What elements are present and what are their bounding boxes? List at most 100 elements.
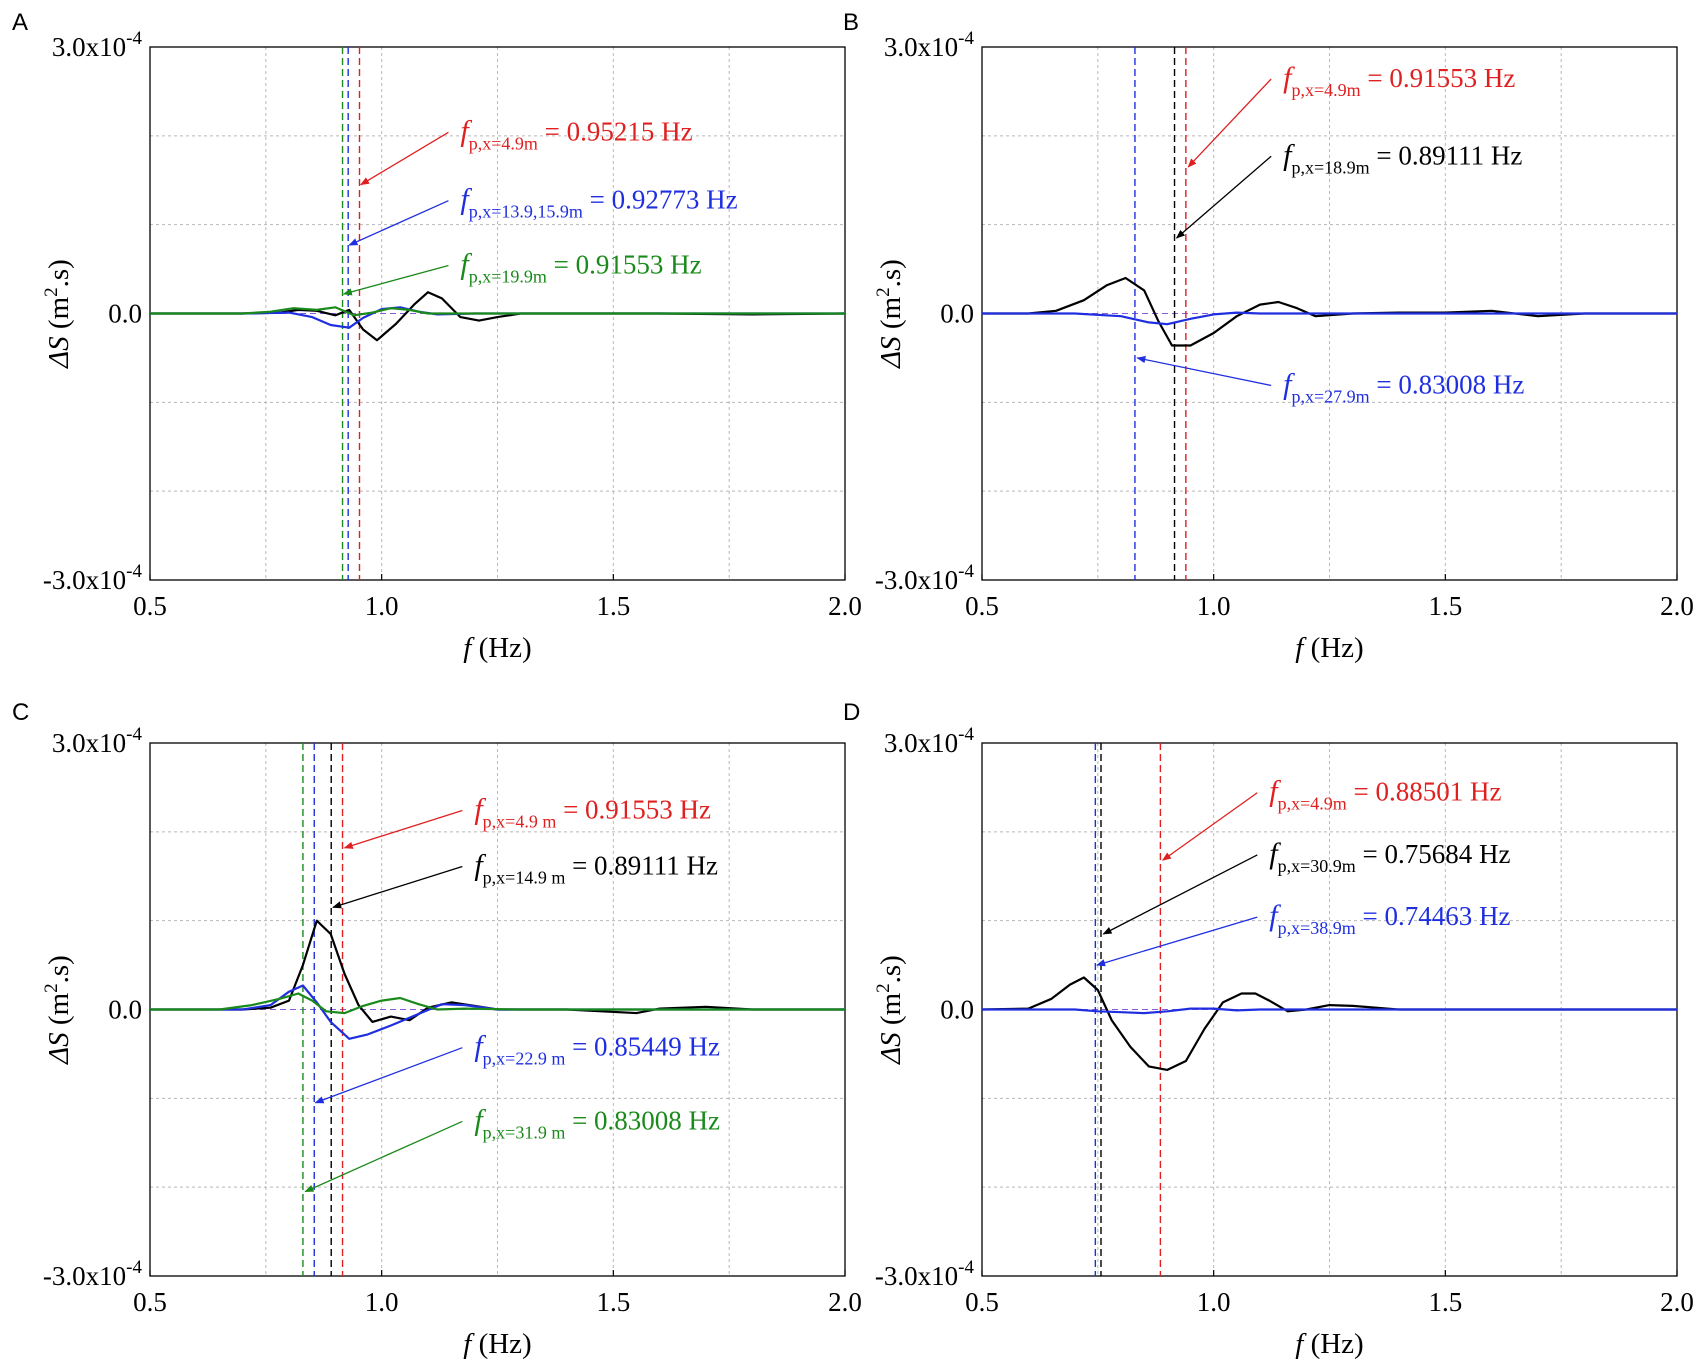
annotation-sub: p,x=31.9 m [483,1122,566,1142]
panel-letter: D [843,699,860,726]
annotation-value: = 0.74463 Hz [1356,901,1511,931]
y-tick-label: -3.0x10-4 [875,1257,975,1291]
annotation-sub: p,x=30.9m [1278,856,1356,876]
annotation-sub: p,x=4.9m [469,133,538,153]
y-tick-label: 0.0 [940,299,974,329]
y-tick-exp: -4 [126,561,142,582]
y-tick-base: 3.0x10 [52,32,126,62]
panel-c: C0.5 1.0 1.5 2.03.0x10-40.0-3.0x10-4f (Hz)Δ… [12,699,862,1360]
y-axis-exp: 2 [873,983,894,993]
annotation-label: fp,x=27.9m = 0.83008 Hz [1283,367,1524,406]
y-tick-label: -3.0x10-4 [875,561,975,595]
annotation-label: fp,x=38.9m = 0.74463 Hz [1269,899,1510,938]
annotation-sub: p,x=19.9m [469,267,547,287]
panel-letter: A [12,9,28,36]
y-axis-unit: (m [43,296,75,336]
x-tick-label: 2.0 [828,1287,862,1317]
x-tick-label: 0.5 [133,1287,167,1317]
y-tick-label: 3.0x10-4 [52,28,143,62]
panel-a: A0.5 1.0 1.5 2.03.0x10-40.0-3.0x10-4f (Hz)Δ… [12,9,862,664]
y-axis-unit: (m [43,992,75,1032]
x-tick-label: 0.5 [965,591,999,621]
series-line [982,1007,1677,1015]
y-tick-base: 3.0x10 [52,728,126,758]
annotation-arrow [1136,356,1272,387]
y-tick-label: -3.0x10-4 [43,1257,143,1291]
y-tick-base: -3.0x10 [43,1261,126,1291]
y-tick-base: 0.0 [940,299,974,329]
annotation-sub: p,x=13.9,15.9m [469,202,583,222]
annotation-sub: p,x=14.9 m [483,867,566,887]
annotation-sub: p,x=38.9m [1278,918,1356,938]
annotation-value: = 0.75684 Hz [1356,839,1511,869]
annotation-value: = 0.85449 Hz [565,1032,720,1062]
y-axis-tail: .s) [875,259,907,287]
annotation-arrow [348,200,449,246]
y-tick-exp: -4 [958,28,974,49]
x-axis-label: f (Hz) [1295,1328,1363,1360]
y-tick-base: 3.0x10 [884,728,958,758]
annotation-arrow [1096,916,1258,967]
annotation-label: fp,x=18.9m = 0.89111 Hz [1283,138,1522,177]
annotation-label: fp,x=4.9m = 0.91553 Hz [1283,61,1515,100]
annotation-sub: p,x=18.9m [1292,157,1370,177]
annotation-value: = 0.83008 Hz [565,1105,720,1135]
annotation-arrow [1175,155,1272,239]
y-tick-label: -3.0x10-4 [43,561,143,595]
annotation-arrow [314,1047,463,1104]
x-tick-label: 1.0 [365,1287,399,1317]
annotation-label: fp,x=19.9m = 0.91553 Hz [460,248,701,287]
series-line [982,311,1677,326]
x-axis-label: f (Hz) [463,1328,531,1360]
y-axis-var: ΔS [43,1032,75,1065]
annotation-value: = 0.83008 Hz [1370,369,1525,399]
x-tick-label: 2.0 [828,591,862,621]
y-axis-label: ΔS (m2.s) [41,955,75,1065]
series-line [150,919,845,1023]
panel-letter: C [12,699,29,726]
y-axis-unit: (m [875,992,907,1032]
annotation-arrow [304,1120,463,1193]
annotation-label: fp,x=4.9 m = 0.91553 Hz [474,793,711,832]
annotation-arrow [1102,854,1258,935]
y-axis-var: ΔS [875,1032,907,1065]
x-axis-unit: (Hz) [471,1328,531,1360]
x-axis-label: f (Hz) [463,632,531,664]
panel-b: B0.5 1.0 1.5 2.03.0x10-40.0-3.0x10-4f (Hz)Δ… [843,9,1694,664]
annotation-arrow [1161,792,1258,861]
annotation-sub: p,x=4.9 m [483,812,557,832]
annotation-sub: p,x=22.9 m [483,1049,566,1069]
x-tick-label: 1.0 [365,591,399,621]
annotation-arrow [342,264,449,296]
x-axis-label: f (Hz) [1295,632,1363,664]
y-tick-exp: -4 [958,1257,974,1278]
annotation-value: = 0.89111 Hz [1370,140,1523,170]
series-line [981,976,1677,1071]
x-tick-label: 0.5 [965,1287,999,1317]
panel-letter: B [843,9,859,36]
y-tick-exp: -4 [126,724,142,745]
annotation-value: = 0.88501 Hz [1347,777,1502,807]
y-tick-base: -3.0x10 [43,565,126,595]
y-tick-label: 3.0x10-4 [884,724,975,758]
annotation-arrow [360,131,449,186]
y-tick-label: 0.0 [108,995,142,1025]
y-axis-exp: 2 [873,287,894,297]
annotation-value: = 0.95215 Hz [538,116,693,146]
y-axis-label: ΔS (m2.s) [873,955,907,1065]
annotation-value: = 0.91553 Hz [1361,63,1516,93]
y-tick-exp: -4 [126,28,142,49]
x-tick-label: 1.0 [1197,591,1231,621]
y-axis-var: ΔS [43,336,75,369]
annotation-label: fp,x=4.9m = 0.95215 Hz [460,114,692,153]
series-line [150,984,845,1040]
y-axis-label: ΔS (m2.s) [41,259,75,369]
annotation-sub: p,x=4.9m [1278,794,1347,814]
y-tick-base: -3.0x10 [875,565,958,595]
y-axis-tail: .s) [43,259,75,287]
x-tick-label: 1.5 [596,1287,630,1317]
annotation-value: = 0.89111 Hz [565,850,718,880]
y-tick-label: 3.0x10-4 [52,724,143,758]
y-axis-exp: 2 [41,287,62,297]
x-tick-label: 2.0 [1660,591,1694,621]
